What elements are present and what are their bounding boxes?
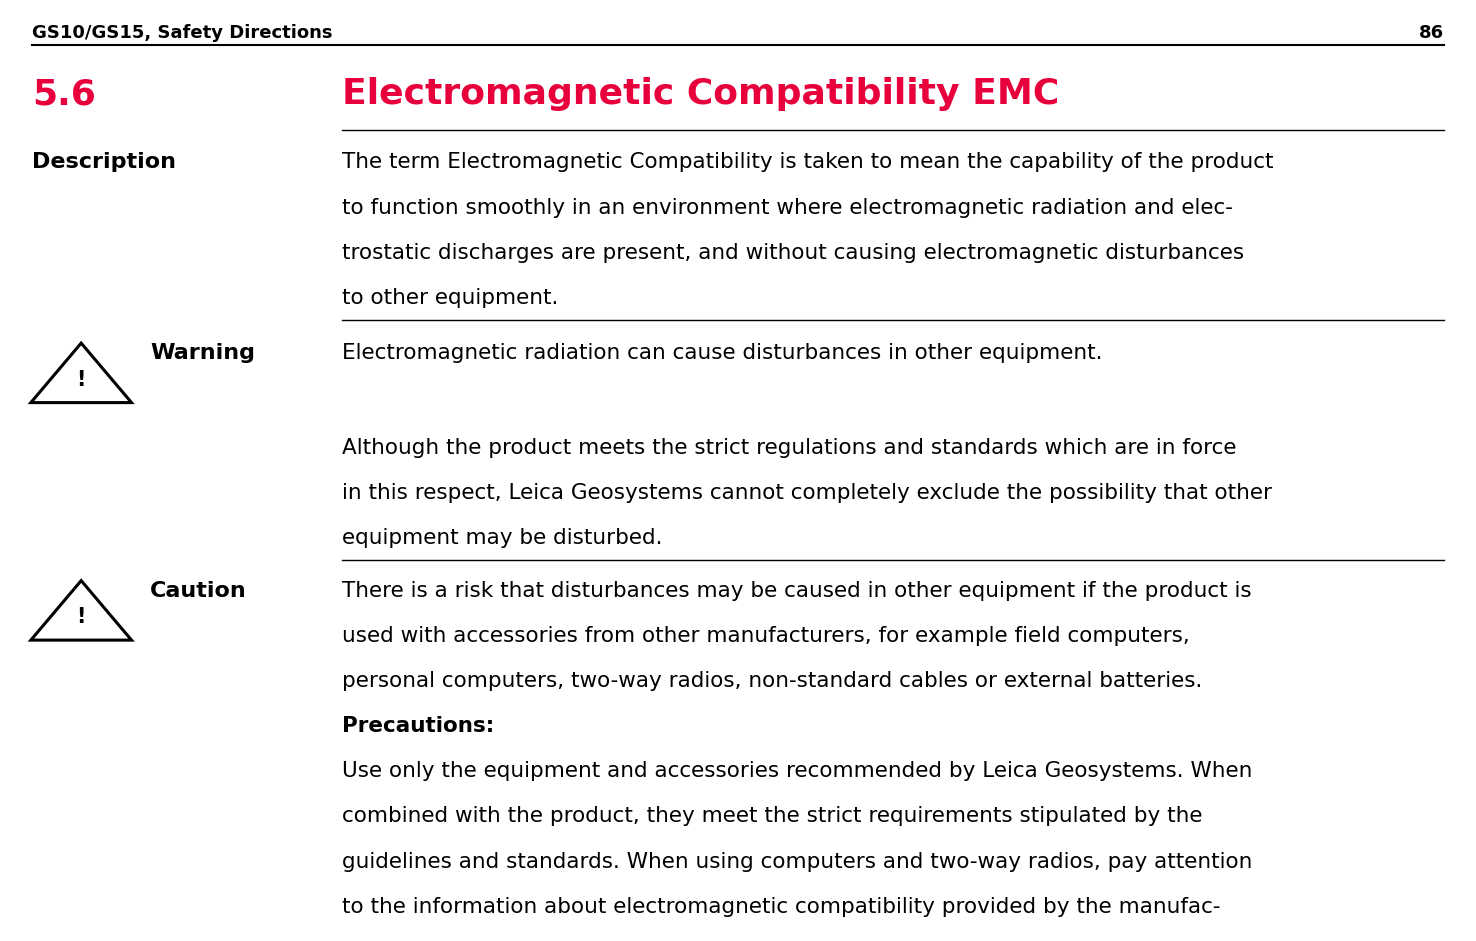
- Text: !: !: [77, 608, 86, 628]
- Text: Description: Description: [32, 152, 177, 172]
- Text: There is a risk that disturbances may be caused in other equipment if the produc: There is a risk that disturbances may be…: [342, 581, 1252, 600]
- Text: trostatic discharges are present, and without causing electromagnetic disturbanc: trostatic discharges are present, and wi…: [342, 243, 1244, 263]
- Text: personal computers, two-way radios, non-standard cables or external batteries.: personal computers, two-way radios, non-…: [342, 671, 1203, 691]
- Text: 5.6: 5.6: [32, 77, 96, 111]
- Text: Although the product meets the strict regulations and standards which are in for: Although the product meets the strict re…: [342, 438, 1237, 458]
- Text: Electromagnetic radiation can cause disturbances in other equipment.: Electromagnetic radiation can cause dist…: [342, 343, 1103, 363]
- Text: GS10/GS15, Safety Directions: GS10/GS15, Safety Directions: [32, 24, 334, 41]
- Text: guidelines and standards. When using computers and two-way radios, pay attention: guidelines and standards. When using com…: [342, 852, 1253, 871]
- Text: in this respect, Leica Geosystems cannot completely exclude the possibility that: in this respect, Leica Geosystems cannot…: [342, 483, 1272, 503]
- Text: equipment may be disturbed.: equipment may be disturbed.: [342, 528, 663, 549]
- Text: Precautions:: Precautions:: [342, 716, 494, 736]
- Text: The term Electromagnetic Compatibility is taken to mean the capability of the pr: The term Electromagnetic Compatibility i…: [342, 152, 1274, 172]
- Text: to function smoothly in an environment where electromagnetic radiation and elec-: to function smoothly in an environment w…: [342, 198, 1234, 217]
- Text: used with accessories from other manufacturers, for example field computers,: used with accessories from other manufac…: [342, 626, 1190, 646]
- Text: Electromagnetic Compatibility EMC: Electromagnetic Compatibility EMC: [342, 77, 1060, 111]
- Text: !: !: [77, 370, 86, 390]
- Text: Caution: Caution: [151, 581, 246, 600]
- Text: 86: 86: [1418, 24, 1444, 41]
- Text: to other equipment.: to other equipment.: [342, 288, 559, 308]
- Text: Warning: Warning: [151, 343, 255, 363]
- Text: combined with the product, they meet the strict requirements stipulated by the: combined with the product, they meet the…: [342, 806, 1203, 826]
- Text: Use only the equipment and accessories recommended by Leica Geosystems. When: Use only the equipment and accessories r…: [342, 761, 1253, 781]
- Text: to the information about electromagnetic compatibility provided by the manufac-: to the information about electromagnetic…: [342, 897, 1221, 917]
